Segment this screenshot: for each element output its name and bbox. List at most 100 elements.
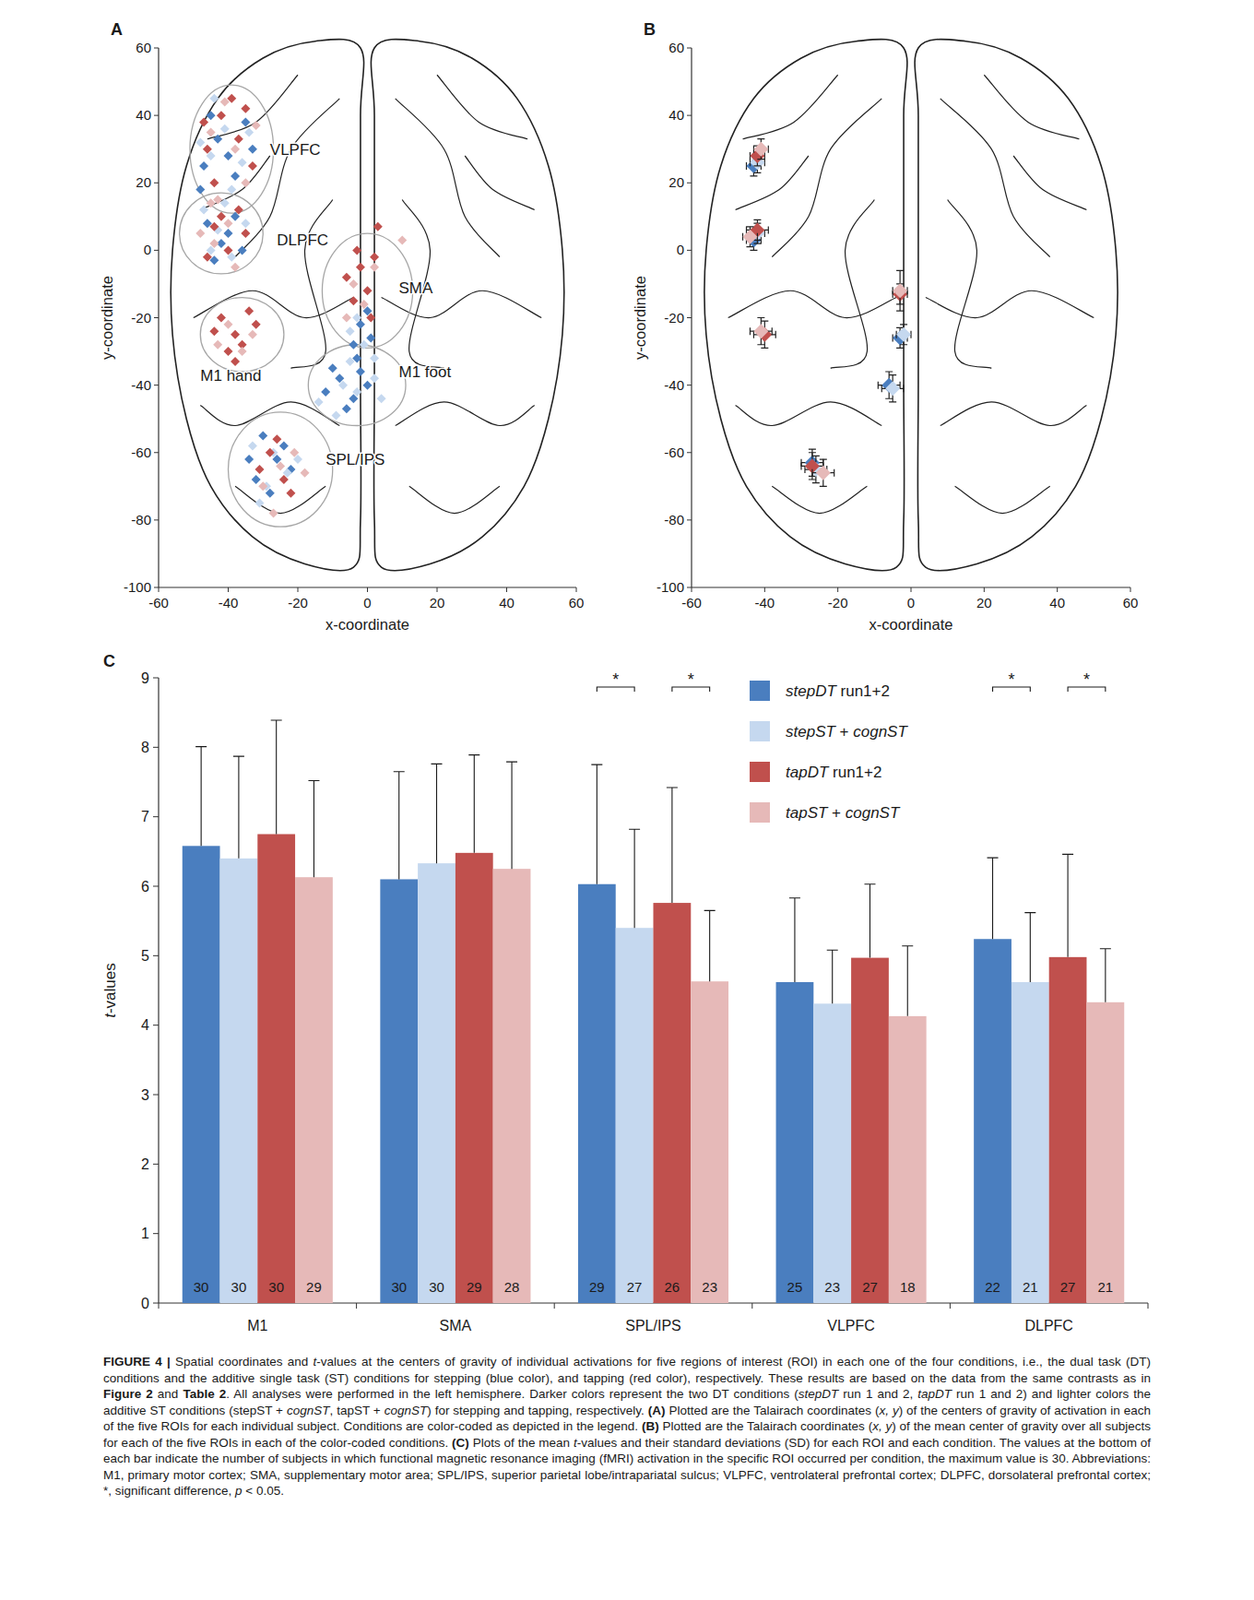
- panel-letter: C: [103, 651, 116, 671]
- point: [206, 127, 216, 137]
- caption: FIGURE 4 | Spatial coordinates and t-val…: [103, 1353, 1151, 1500]
- point: [224, 218, 234, 228]
- point: [244, 306, 254, 316]
- legend-label: tapDT run1+2: [785, 763, 882, 781]
- count-label: 26: [664, 1278, 681, 1295]
- error-bar: [704, 910, 716, 982]
- error-bar: [506, 761, 518, 869]
- y-tick: [153, 587, 159, 589]
- roi-ellipse: [189, 84, 274, 213]
- count-label: 27: [1060, 1278, 1077, 1295]
- brain-outline: [704, 39, 908, 571]
- point: [279, 440, 289, 450]
- roi-label: SMA: [398, 279, 434, 297]
- point: [248, 330, 258, 340]
- text-run: run1+2: [836, 682, 890, 700]
- caption-run: (C): [451, 1435, 470, 1450]
- point: [285, 488, 296, 498]
- text-run: -values: [101, 962, 119, 1014]
- caption-run: cognST: [384, 1403, 428, 1418]
- point: [237, 245, 248, 255]
- legend-swatch: [749, 721, 770, 742]
- point: [352, 313, 362, 323]
- y-tick-label: 0: [143, 241, 152, 258]
- point: [199, 117, 209, 127]
- error-bar: [591, 764, 603, 885]
- brain-sulcus: [437, 74, 528, 139]
- count-label: 29: [466, 1278, 483, 1295]
- caption-run: FIGURE 4 |: [103, 1354, 176, 1369]
- point: [209, 326, 219, 336]
- y-tick: [153, 816, 159, 817]
- point: [363, 380, 373, 391]
- point: [369, 353, 379, 363]
- x-tick: [437, 587, 438, 592]
- y-tick-label: 6: [141, 878, 150, 895]
- count-label: 29: [306, 1278, 322, 1295]
- caption-run: Plotted are the Talairach coordinates (: [659, 1419, 873, 1433]
- point: [195, 228, 205, 238]
- count-label: 27: [627, 1278, 643, 1295]
- panel-1: -100-80-60-40-200204060-60-40-200204060x…: [631, 20, 1138, 633]
- point: [240, 117, 250, 127]
- text-run: run1+2: [828, 763, 882, 781]
- point: [355, 366, 366, 377]
- bar: [1011, 981, 1050, 1303]
- point: [363, 285, 373, 296]
- y-tick-label: 2: [141, 1156, 150, 1172]
- x-tick-label: 60: [1123, 594, 1139, 611]
- caption-run: . All analyses were performed in the lef…: [225, 1386, 799, 1401]
- error-bar: [233, 756, 245, 859]
- point: [355, 262, 366, 273]
- x-tick-label: 60: [568, 594, 585, 611]
- y-tick: [686, 317, 692, 319]
- x-tick: [910, 587, 912, 592]
- x-tick: [158, 1302, 160, 1309]
- point: [251, 319, 261, 330]
- brain-sulcus: [735, 402, 883, 426]
- point: [397, 235, 407, 245]
- y-tick: [153, 677, 159, 679]
- roi-label: M1 hand: [200, 366, 261, 385]
- y-tick: [686, 115, 692, 117]
- y-tick: [153, 182, 159, 184]
- x-tick-label: VLPFC: [827, 1317, 876, 1334]
- point: [320, 387, 331, 397]
- caption-run: (A): [648, 1403, 666, 1418]
- caption-run: ) for stepping and tapping, respectively…: [426, 1403, 649, 1418]
- point: [224, 346, 234, 356]
- point: [816, 465, 831, 481]
- y-tick-label: -40: [663, 377, 685, 393]
- brain-sulcus: [464, 155, 535, 211]
- count-label: 27: [862, 1278, 878, 1295]
- point: [202, 144, 213, 154]
- significance-label: *: [1083, 670, 1090, 689]
- point: [244, 454, 254, 464]
- count-label: 21: [1098, 1278, 1114, 1295]
- error-bar: [195, 746, 207, 847]
- point: [212, 134, 223, 144]
- y-axis: [157, 677, 159, 1303]
- point: [199, 205, 209, 215]
- x-tick-label: 20: [429, 594, 446, 611]
- y-tick-label: 5: [141, 947, 150, 964]
- point: [345, 326, 355, 336]
- x-tick: [576, 587, 578, 592]
- x-tick-label: 0: [907, 594, 915, 611]
- brain-sulcus: [728, 290, 897, 318]
- brain-sulcus: [207, 74, 298, 139]
- brain-sulcus: [743, 74, 839, 139]
- y-tick: [153, 317, 159, 319]
- x-tick: [158, 587, 160, 592]
- bar: [690, 981, 729, 1303]
- legend-label: stepDT run1+2: [785, 682, 890, 700]
- brain-sulcus: [955, 485, 1051, 513]
- error-bar: [901, 946, 913, 1017]
- y-tick: [686, 384, 692, 386]
- point: [195, 185, 205, 195]
- bar: [182, 845, 221, 1303]
- point: [258, 481, 268, 491]
- caption-run: run 1 and 2,: [838, 1386, 918, 1401]
- caption-run: Plots of the mean: [469, 1435, 574, 1450]
- brain-sulcus: [947, 200, 993, 369]
